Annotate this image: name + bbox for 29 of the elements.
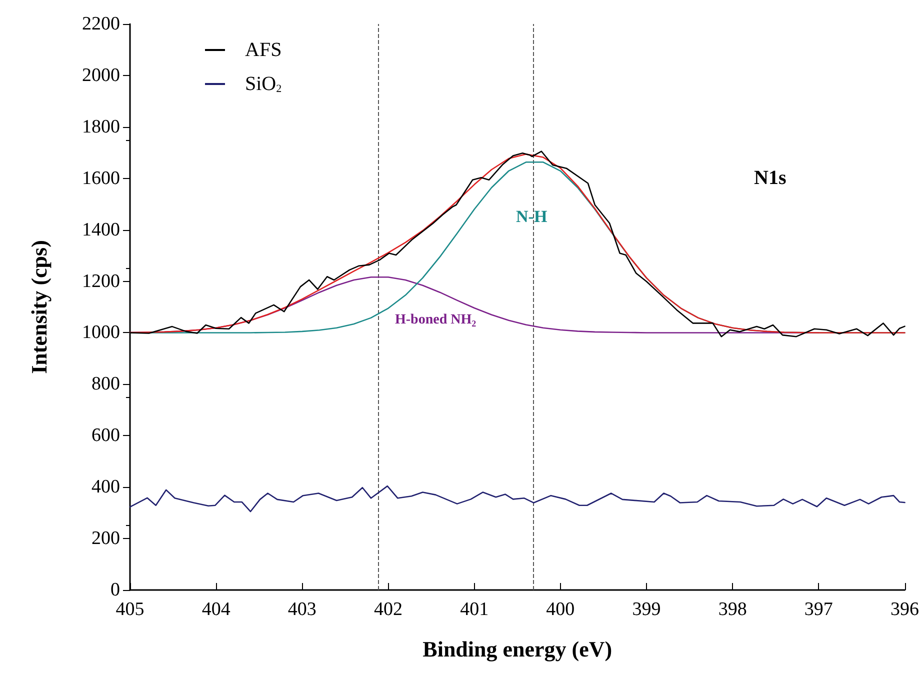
y-tick-label: 1200 xyxy=(82,270,120,292)
x-tick-label: 396 xyxy=(890,599,919,620)
x-tick-label: 403 xyxy=(288,599,316,620)
y-tick-label: 1600 xyxy=(82,168,120,189)
x-tick-label: 405 xyxy=(116,599,144,620)
x-tick-label: 397 xyxy=(804,599,833,620)
x-tick-label: 398 xyxy=(718,599,747,620)
line-series xyxy=(129,485,906,512)
y-axis-title: Intensity (cps) xyxy=(26,240,52,374)
y-tick-label: 1800 xyxy=(82,116,120,138)
annotation: N1s xyxy=(754,167,786,189)
y-tick-label: 800 xyxy=(92,374,120,395)
x-tick-label: 400 xyxy=(546,599,575,620)
y-tick-label: 2000 xyxy=(82,64,120,86)
y-tick-label: 200 xyxy=(92,528,120,550)
x-tick-label: 401 xyxy=(460,599,489,620)
y-tick-label: 1400 xyxy=(82,219,120,240)
legend-label: AFS xyxy=(245,39,282,61)
y-tick-label: 1000 xyxy=(82,322,120,344)
y-tick-label: 0 xyxy=(110,580,120,600)
x-axis-title: Binding energy (eV) xyxy=(422,636,612,662)
y-tick-label: 600 xyxy=(92,425,120,446)
annotation: N-H xyxy=(516,207,548,226)
x-tick-label: 402 xyxy=(374,599,402,620)
y-tick-label: 400 xyxy=(92,476,120,498)
x-tick-label: 404 xyxy=(202,599,231,620)
y-tick-label: 2200 xyxy=(82,14,120,34)
legend-label: SiO2 xyxy=(245,73,282,95)
x-tick-label: 399 xyxy=(632,599,661,620)
